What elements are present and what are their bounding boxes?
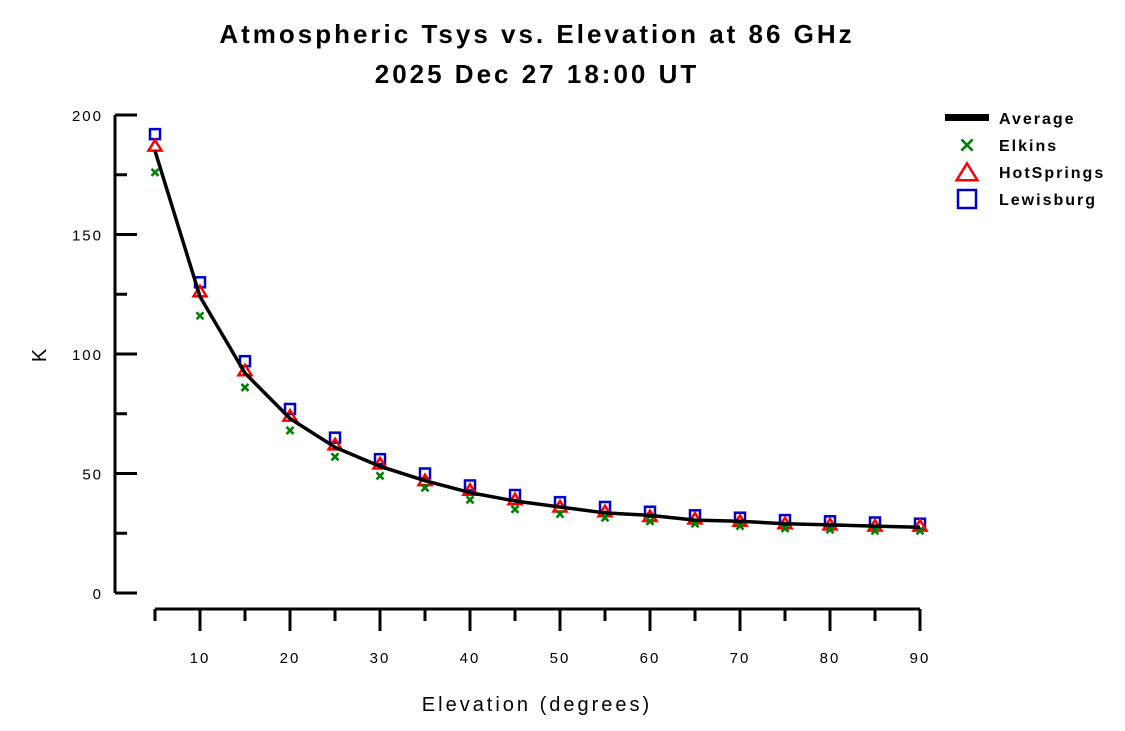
legend-item-lewisburg: Lewisburg — [956, 188, 1097, 210]
x-tick-label: 60 — [640, 650, 661, 667]
elkins-point — [645, 516, 655, 526]
series-lewisburg — [148, 127, 927, 530]
legend-label: HotSprings — [999, 165, 1105, 182]
lewisburg-point — [148, 127, 162, 141]
elkins-point — [870, 526, 880, 536]
legend-triangle-icon — [954, 161, 980, 182]
y-axis: 0 50 100 150 200 — [72, 108, 137, 603]
y-tick-label: 100 — [72, 347, 103, 364]
legend-square-icon — [956, 188, 978, 210]
series-hotsprings — [146, 137, 929, 532]
elkins-point — [735, 521, 745, 531]
elkins-point — [420, 483, 430, 493]
elkins-point — [780, 524, 790, 533]
legend-item-elkins: Elkins — [960, 138, 1058, 155]
legend: Average Elkins HotSprings Lewisburg — [945, 111, 1105, 210]
elkins-point — [600, 513, 610, 523]
x-tick-label: 20 — [280, 650, 301, 667]
y-axis-label: K — [29, 346, 51, 362]
elkins-point — [555, 509, 565, 519]
legend-item-average: Average — [945, 111, 1076, 128]
x-tick-label: 30 — [370, 650, 391, 667]
elkins-point — [150, 167, 160, 177]
lewisburg-point — [283, 402, 297, 416]
hotsprings-point — [146, 137, 164, 152]
lewisburg-point — [463, 479, 477, 492]
plot-area — [146, 127, 929, 536]
series-elkins — [150, 167, 925, 536]
x-tick-label: 80 — [820, 650, 841, 667]
elkins-point — [330, 452, 340, 462]
elkins-point — [195, 311, 205, 321]
hotsprings-point — [461, 481, 479, 496]
x-axis-label: Elevation (degrees) — [422, 694, 652, 716]
chart-title: Atmospheric Tsys vs. Elevation at 86 GHz — [219, 19, 854, 49]
lewisburg-point — [328, 431, 342, 444]
y-tick-label: 0 — [93, 586, 103, 603]
x-axis: 10 20 30 40 50 60 70 80 90 — [153, 607, 931, 667]
x-tick-label: 10 — [190, 650, 211, 667]
y-tick-label: 200 — [72, 108, 103, 125]
elkins-point — [375, 471, 385, 481]
series-average-line — [153, 150, 921, 530]
x-tick-label: 90 — [910, 650, 931, 667]
lewisburg-point — [373, 452, 387, 466]
y-tick-label: 50 — [82, 467, 103, 484]
elkins-point — [825, 525, 835, 535]
lewisburg-point — [418, 467, 432, 480]
legend-label: Lewisburg — [999, 192, 1097, 209]
legend-label: Elkins — [999, 138, 1058, 155]
legend-line-swatch — [945, 114, 989, 121]
elkins-point — [285, 426, 295, 435]
legend-label: Average — [999, 111, 1076, 128]
legend-x-icon — [960, 138, 974, 152]
x-tick-label: 50 — [550, 650, 571, 667]
x-tick-label: 70 — [730, 650, 751, 667]
elkins-point — [465, 495, 475, 505]
elkins-point — [240, 383, 250, 392]
elkins-point — [510, 504, 520, 514]
chart-subtitle: 2025 Dec 27 18:00 UT — [375, 59, 700, 89]
legend-item-hotsprings: HotSprings — [954, 161, 1105, 182]
y-tick-label: 150 — [72, 228, 103, 245]
x-tick-label: 40 — [460, 650, 481, 667]
